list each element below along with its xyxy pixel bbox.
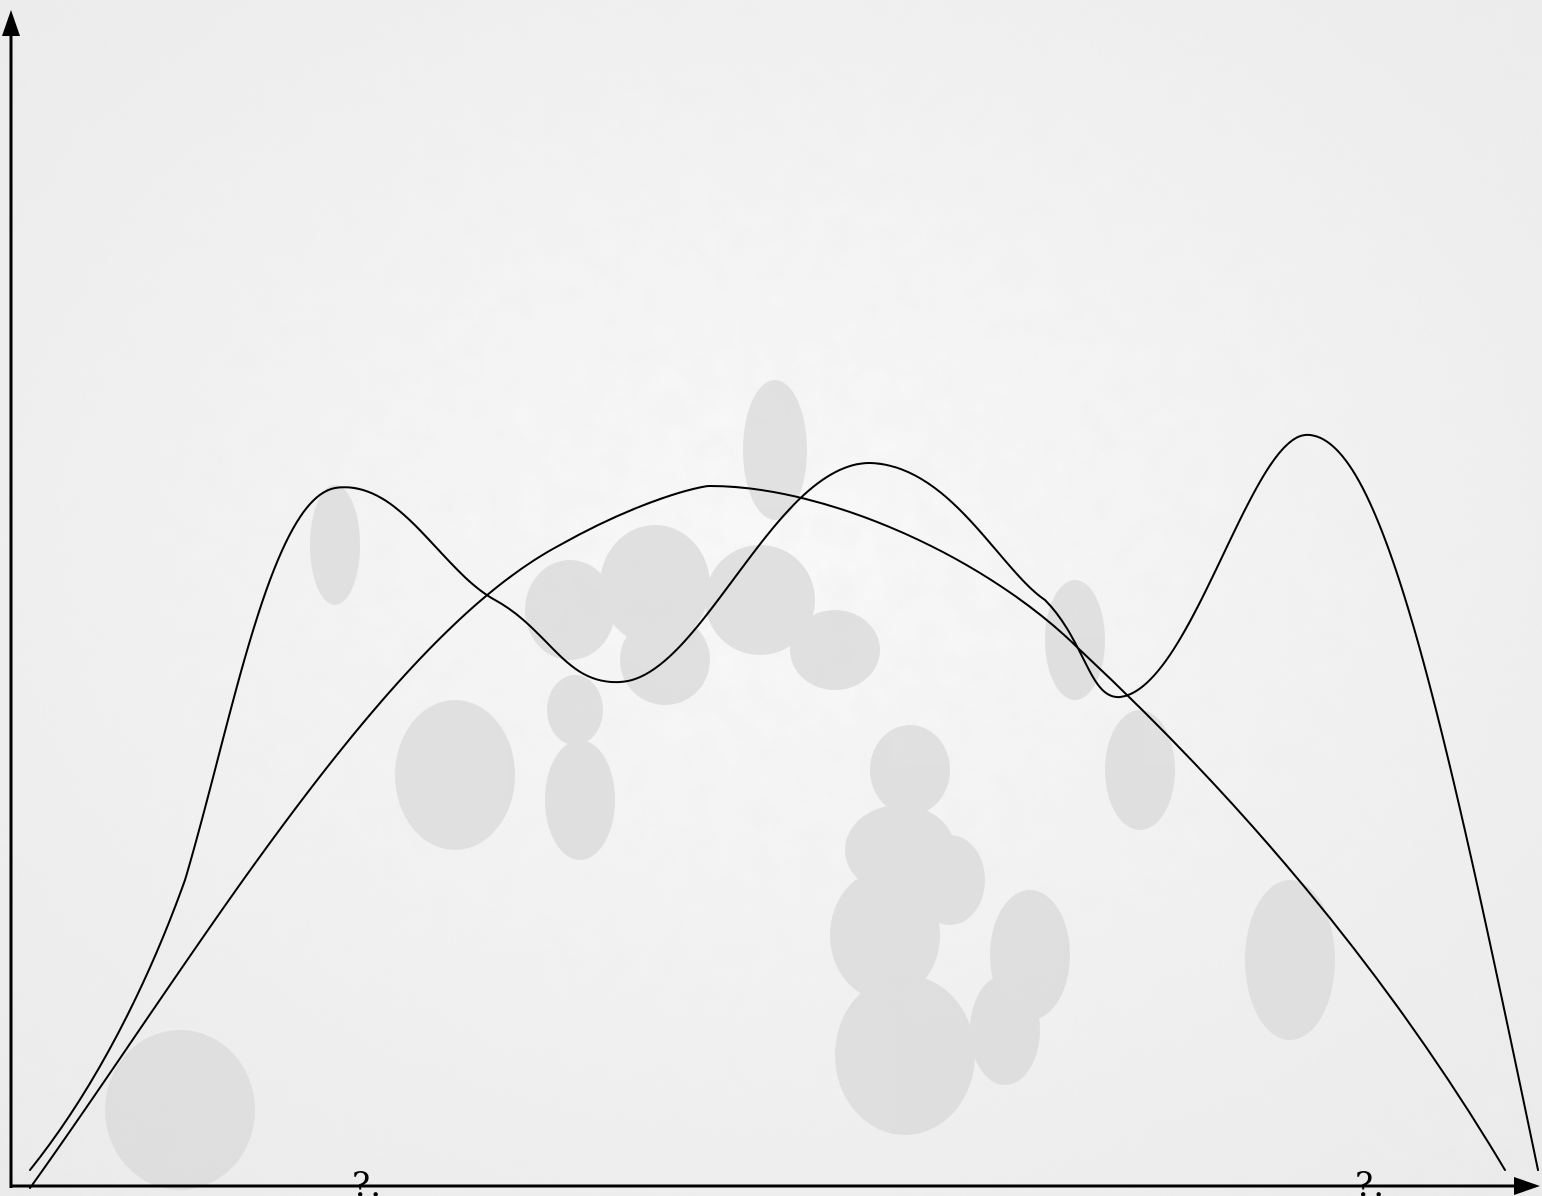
- axes: [2, 10, 1540, 1195]
- curves: [29, 433, 1539, 1189]
- x-axis-mark-right: ?.: [1355, 1165, 1384, 1196]
- y-axis-arrowhead: [2, 10, 20, 36]
- x-axis-marks: ?. ?.: [352, 1165, 1384, 1196]
- single-peak-curve: [29, 485, 1506, 1189]
- x-axis-arrowhead: [1514, 1177, 1540, 1195]
- x-axis-mark-left: ?.: [352, 1165, 381, 1196]
- triple-peak-curve: [29, 433, 1539, 1171]
- elephant-herd-silhouettes: [105, 380, 1335, 1190]
